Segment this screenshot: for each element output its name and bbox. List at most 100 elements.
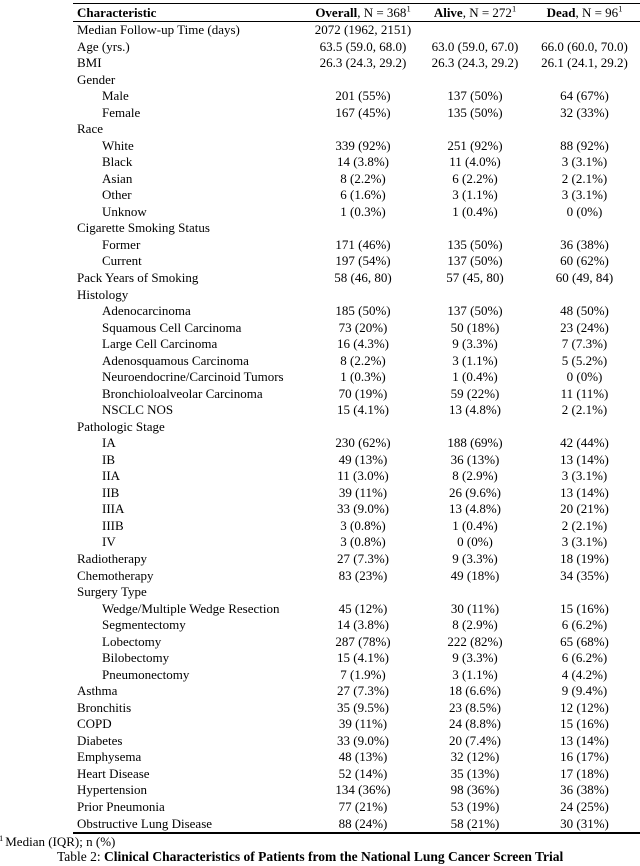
row-value: 15 (16%) bbox=[560, 600, 609, 616]
row-value: 30 (31%) bbox=[560, 815, 609, 831]
row-label: Pack Years of Smoking bbox=[77, 269, 199, 285]
caption-label: Table 2: bbox=[57, 849, 105, 864]
row-value: 15 (4.1%) bbox=[337, 650, 389, 666]
row-value: 15 (4.1%) bbox=[337, 402, 389, 418]
row-value: 24 (25%) bbox=[560, 798, 609, 814]
row-value: 13 (14%) bbox=[560, 451, 609, 467]
row-value bbox=[421, 121, 529, 138]
row-value: 42 (44%) bbox=[560, 435, 609, 451]
row-value: 57 (45, 80) bbox=[446, 269, 504, 285]
row-value: 2 (2.1%) bbox=[561, 170, 608, 186]
row-value: 58 (21%) bbox=[450, 815, 500, 831]
table-row: IB 49 (13%) 36 (13%) 13 (14%) bbox=[73, 452, 640, 469]
row-label: IB bbox=[102, 451, 115, 467]
row-value: 8 (2.9%) bbox=[452, 617, 498, 633]
table-row: Male 201 (55%) 137 (50%) 64 (67%) bbox=[73, 88, 640, 105]
row-value: 167 (45%) bbox=[335, 104, 391, 120]
table-row: Pneumonectomy 7 (1.9%) 3 (1.1%) 4 (4.2%) bbox=[73, 667, 640, 684]
row-value: 0 (0%) bbox=[566, 203, 603, 219]
row-value: 12 (12%) bbox=[560, 699, 609, 715]
row-value: 287 (78%) bbox=[335, 633, 391, 649]
row-value: 13 (4.8%) bbox=[449, 402, 501, 418]
row-value: 58 (46, 80) bbox=[334, 269, 392, 285]
row-value: 88 (92%) bbox=[560, 137, 609, 153]
footnote-text: Median (IQR); n (%) bbox=[5, 834, 116, 849]
table-row: Squamous Cell Carcinoma 73 (20%) 50 (18%) 2… bbox=[73, 320, 640, 337]
table-row: Bronchioloalveolar Carcinoma 70 (19%) 59 (… bbox=[73, 386, 640, 403]
row-value: 13 (14%) bbox=[560, 732, 609, 748]
row-value: 222 (82%) bbox=[447, 633, 503, 649]
row-label: Median Follow-up Time (days) bbox=[77, 22, 240, 37]
row-value: 48 (50%) bbox=[560, 303, 609, 319]
row-value: 14 (3.8%) bbox=[337, 154, 389, 170]
table-row: Bilobectomy 15 (4.1%) 9 (3.3%) 6 (6.2%) bbox=[73, 650, 640, 667]
table-row: NSCLC NOS 15 (4.1%) 13 (4.8%) 2 (2.1%) bbox=[73, 402, 640, 419]
row-value: 45 (12%) bbox=[338, 600, 388, 616]
row-value: 6 (1.6%) bbox=[340, 187, 386, 203]
column-header-dead: Dead, N = 961 bbox=[529, 3, 640, 22]
row-value bbox=[305, 121, 421, 138]
row-label: Gender bbox=[77, 71, 116, 87]
table-header-row: Characteristic Overall, N = 3681 Alive, … bbox=[73, 3, 640, 22]
row-value: 3 (0.8%) bbox=[340, 534, 386, 550]
row-value: 20 (21%) bbox=[560, 501, 609, 517]
row-value: 60 (49, 84) bbox=[555, 269, 614, 285]
row-value: 171 (46%) bbox=[335, 236, 391, 252]
row-value: 77 (21%) bbox=[338, 798, 388, 814]
row-label: Race bbox=[77, 121, 103, 137]
row-value: 53 (19%) bbox=[450, 798, 500, 814]
row-value: 15 (16%) bbox=[560, 716, 609, 732]
row-label: Bilobectomy bbox=[102, 650, 170, 666]
table-row: Cigarette Smoking Status bbox=[73, 220, 640, 237]
row-label: Heart Disease bbox=[77, 765, 150, 781]
row-value: 1 (0.4%) bbox=[452, 203, 498, 219]
row-value: 0 (0%) bbox=[457, 534, 493, 550]
row-value bbox=[305, 584, 421, 601]
row-value: 13 (14%) bbox=[560, 484, 609, 500]
row-value: 64 (67%) bbox=[560, 88, 609, 104]
row-label: Adenosquamous Carcinoma bbox=[102, 352, 249, 368]
table-row: Pathologic Stage bbox=[73, 419, 640, 436]
row-value: 3 (1.1%) bbox=[452, 352, 498, 368]
row-value: 230 (62%) bbox=[335, 435, 391, 451]
table-row: BMI 26.3 (24.3, 29.2) 26.3 (24.3, 29.2) 26.… bbox=[73, 55, 640, 72]
row-value: 197 (54%) bbox=[335, 253, 391, 269]
table-row: Emphysema 48 (13%) 32 (12%) 16 (17%) bbox=[73, 749, 640, 766]
row-label: Cigarette Smoking Status bbox=[77, 220, 210, 236]
table-row: Female 167 (45%) 135 (50%) 32 (33%) bbox=[73, 105, 640, 122]
row-value: 8 (2.2%) bbox=[340, 352, 386, 368]
row-value: 7 (1.9%) bbox=[340, 666, 386, 682]
row-value: 8 (2.2%) bbox=[340, 170, 386, 186]
row-value: 3 (0.8%) bbox=[340, 517, 386, 533]
row-label: IIA bbox=[102, 468, 121, 484]
row-value: 137 (50%) bbox=[447, 303, 503, 319]
row-value: 34 (35%) bbox=[560, 567, 609, 583]
row-value: 24 (8.8%) bbox=[449, 716, 501, 732]
row-value: 9 (9.4%) bbox=[561, 683, 608, 699]
table-row: IIIB 3 (0.8%) 1 (0.4%) 2 (2.1%) bbox=[73, 518, 640, 535]
table-row: Adenocarcinoma 185 (50%) 137 (50%) 48 (50%) bbox=[73, 303, 640, 320]
row-value: 18 (19%) bbox=[560, 551, 609, 566]
row-value: 3 (3.1%) bbox=[561, 187, 608, 203]
row-value: 36 (38%) bbox=[560, 236, 609, 252]
row-value: 1 (0.4%) bbox=[452, 369, 498, 385]
table-row: Unknow 1 (0.3%) 1 (0.4%) 0 (0%) bbox=[73, 204, 640, 221]
row-label: NSCLC NOS bbox=[102, 402, 174, 418]
row-value bbox=[421, 287, 529, 304]
row-value: 4 (4.2%) bbox=[561, 666, 608, 682]
row-label: Hypertension bbox=[77, 782, 148, 798]
row-label: Large Cell Carcinoma bbox=[102, 336, 218, 352]
table-row: Median Follow-up Time (days) 2072 (1962, … bbox=[73, 22, 640, 39]
row-value: 3 (3.1%) bbox=[561, 154, 608, 170]
row-value: 9 (3.3%) bbox=[452, 650, 498, 666]
column-header-alive-n: , N = 272 bbox=[462, 4, 512, 20]
row-value: 11 (11%) bbox=[560, 385, 609, 401]
row-value: 27 (7.3%) bbox=[337, 683, 389, 699]
row-value: 9 (3.3%) bbox=[452, 551, 498, 566]
row-label: Pneumonectomy bbox=[102, 666, 190, 682]
row-value bbox=[305, 287, 421, 304]
row-value: 33 (9.0%) bbox=[337, 501, 389, 517]
row-value: 17 (18%) bbox=[560, 765, 609, 781]
footnote-marker-icon: 1 bbox=[511, 3, 517, 14]
row-value bbox=[421, 584, 529, 601]
